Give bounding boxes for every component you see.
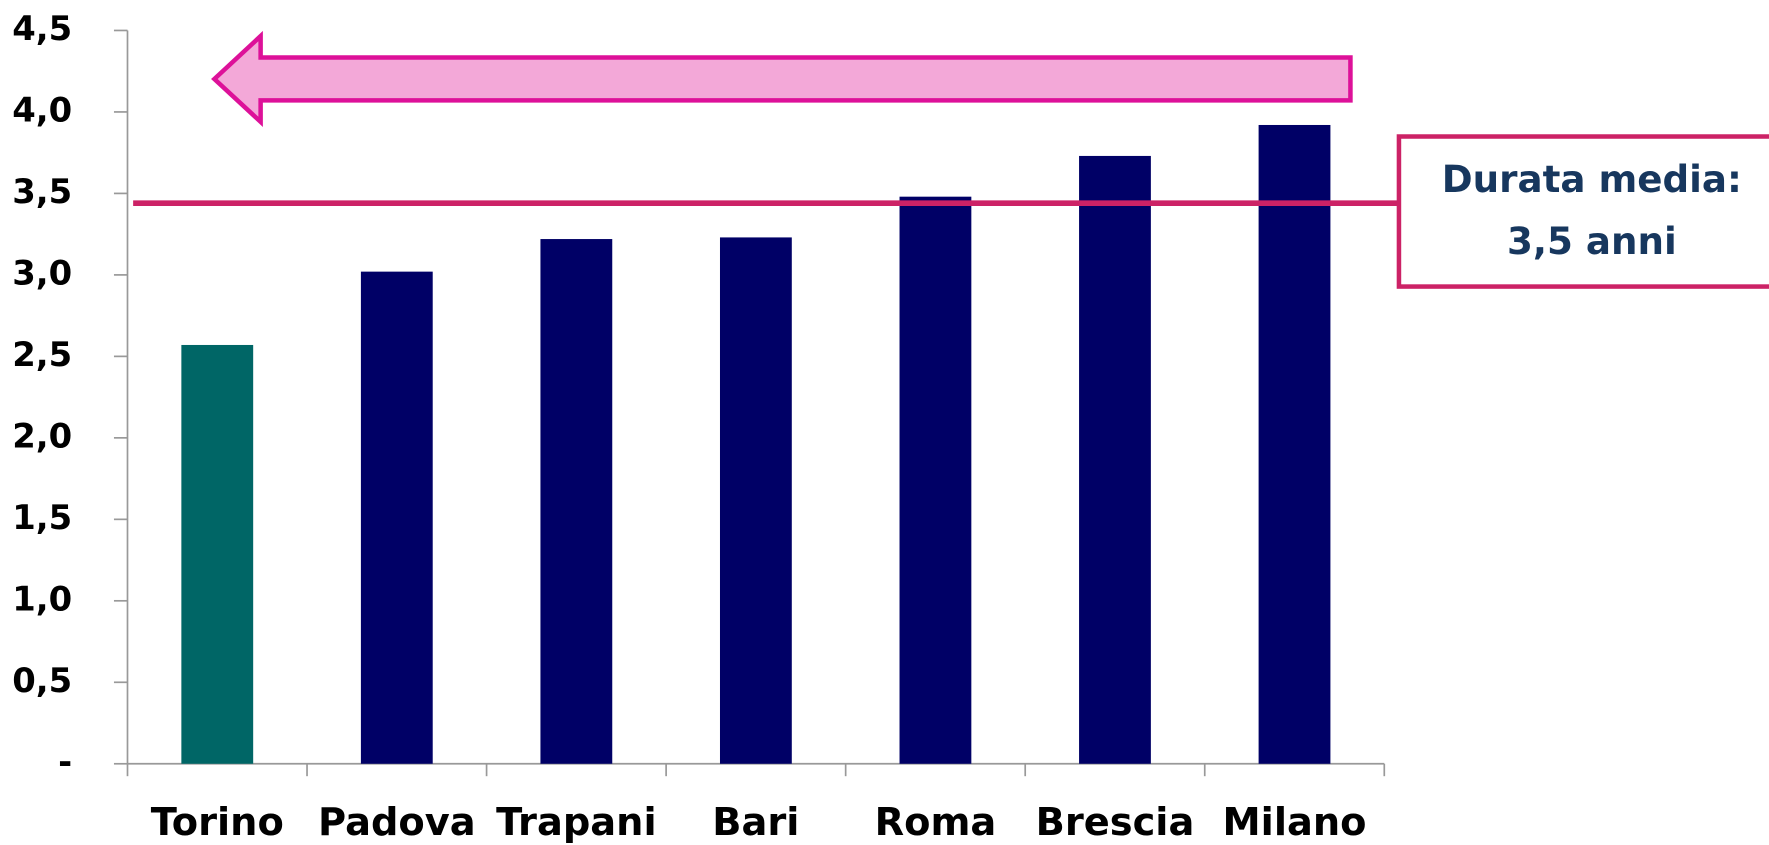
x-tick-label: Padova — [318, 800, 476, 845]
y-tick-label: 0,5 — [12, 661, 72, 700]
y-tick-label: 2,0 — [12, 416, 72, 455]
x-tick-label: Bari — [712, 800, 799, 845]
x-tick-label: Trapani — [496, 800, 657, 845]
bar — [181, 344, 254, 764]
y-tick-label: 3,5 — [12, 172, 72, 211]
bar — [719, 237, 792, 764]
x-tick-label: Roma — [875, 800, 997, 845]
y-tick-label: 4,5 — [12, 9, 72, 48]
y-tick-label: 1,5 — [12, 498, 72, 537]
x-tick-label: Brescia — [1036, 800, 1195, 845]
x-tick-label: Torino — [151, 800, 284, 845]
bar — [1079, 155, 1151, 764]
bar — [899, 196, 972, 764]
y-tick-label: 4,0 — [12, 90, 72, 129]
annotation-text: 3,5 anni — [1507, 219, 1677, 263]
y-tick-label: 2,5 — [12, 335, 72, 374]
y-tick-label: 3,0 — [12, 253, 72, 292]
y-tick-label: 1,0 — [12, 579, 72, 618]
x-tick-label: Milano — [1223, 800, 1367, 845]
bar — [540, 239, 613, 764]
y-tick-label: - — [58, 742, 72, 781]
bar — [1258, 124, 1331, 764]
annotation-box — [1396, 134, 1769, 289]
bar — [360, 271, 433, 764]
annotation-text: Durata media: — [1442, 157, 1742, 201]
arrow — [211, 30, 1353, 128]
